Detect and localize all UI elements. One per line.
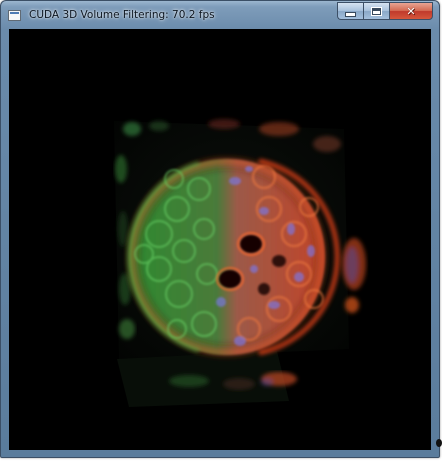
minimize-icon (345, 12, 356, 17)
top-slab (123, 119, 341, 152)
app-window-icon[interactable] (8, 10, 21, 21)
title-bar[interactable]: CUDA 3D Volume Filtering: 70.2 fps ✕ (1, 1, 439, 29)
maximize-button[interactable] (363, 2, 389, 20)
right-slab (342, 238, 366, 313)
window-title: CUDA 3D Volume Filtering: 70.2 fps (29, 9, 215, 21)
render-viewport[interactable] (9, 29, 431, 450)
minimize-button[interactable] (337, 2, 363, 20)
volume-sphere (123, 153, 340, 361)
resize-grip-icon[interactable] (436, 439, 442, 447)
maximize-icon (372, 7, 381, 15)
window-controls: ✕ (337, 2, 433, 20)
close-button[interactable]: ✕ (389, 2, 433, 20)
close-icon: ✕ (406, 4, 416, 18)
volume-render-view[interactable] (9, 29, 431, 450)
bottom-slab (169, 372, 297, 390)
